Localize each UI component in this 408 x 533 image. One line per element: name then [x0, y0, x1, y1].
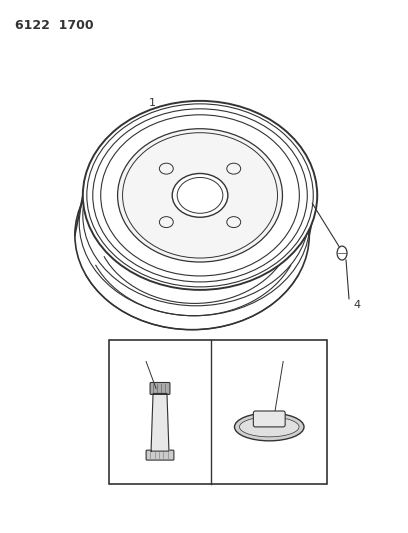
Text: 2: 2 — [284, 352, 290, 362]
Ellipse shape — [239, 417, 299, 437]
FancyBboxPatch shape — [146, 450, 174, 460]
FancyBboxPatch shape — [253, 411, 285, 427]
FancyBboxPatch shape — [150, 383, 170, 394]
Ellipse shape — [118, 129, 282, 262]
Text: 6122  1700: 6122 1700 — [15, 19, 94, 33]
Text: 1: 1 — [149, 98, 156, 108]
Ellipse shape — [235, 413, 304, 441]
Ellipse shape — [172, 173, 228, 217]
Ellipse shape — [83, 101, 317, 290]
Polygon shape — [151, 393, 169, 451]
Bar — [109, 340, 327, 484]
Text: 3: 3 — [139, 352, 146, 362]
Text: 4: 4 — [353, 300, 361, 310]
Ellipse shape — [337, 246, 347, 260]
